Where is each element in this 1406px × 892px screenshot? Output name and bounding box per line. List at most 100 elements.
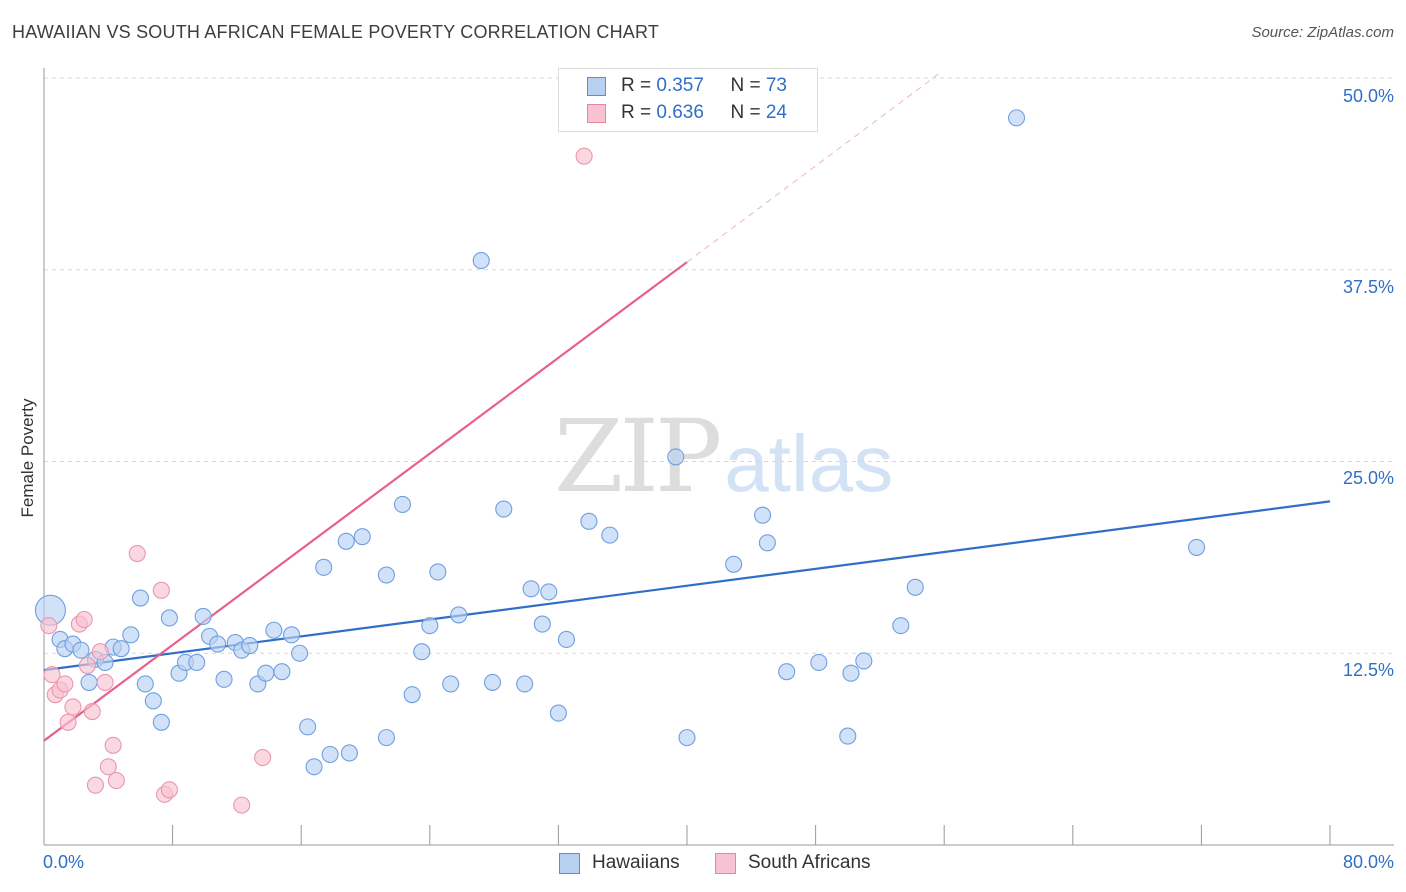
hawaiians-point <box>842 664 860 682</box>
r-label: R = <box>621 102 657 123</box>
hawaiians-point <box>291 644 309 662</box>
hawaiians-swatch <box>587 77 606 96</box>
n-value: 73 <box>765 75 787 96</box>
hawaiians-point <box>353 528 371 546</box>
south-africans-point <box>107 772 125 790</box>
hawaiians-point <box>112 640 130 658</box>
hawaiians-point <box>72 641 90 659</box>
hawaiians-point <box>321 745 339 764</box>
hawaiians-point <box>257 664 275 682</box>
chart-title: HAWAIIAN VS SOUTH AFRICAN FEMALE POVERTY… <box>12 22 660 42</box>
hawaiians-point <box>152 713 170 731</box>
legend-label: Hawaiians <box>592 852 680 873</box>
watermark-zip: ZIP <box>554 398 722 515</box>
hawaiians-point <box>215 670 233 688</box>
hawaiians-point <box>299 718 317 736</box>
south-africans-point <box>43 666 61 684</box>
hawaiians-point <box>892 617 910 635</box>
south-africans-point <box>152 581 170 599</box>
hawaiians-point <box>601 526 619 544</box>
r-value: 0.636 <box>656 102 704 123</box>
y-tick-label: 37.5% <box>1342 277 1394 297</box>
hawaiians-point <box>549 704 567 722</box>
trend-lines <box>43 72 1331 742</box>
hawaiians-point <box>265 621 283 639</box>
gridlines <box>44 77 1394 654</box>
hawaiians-point <box>1188 538 1206 556</box>
hawaiians-point <box>810 653 828 672</box>
hawaiians-point <box>906 578 924 596</box>
hawaiians-point <box>194 607 212 625</box>
correlation-legend: R = 0.357 N = 73 R = 0.636 N = 24 <box>558 68 818 132</box>
hawaiians-point <box>442 675 460 693</box>
hawaiians-point <box>540 583 558 601</box>
x-tick-label-min: 0.0% <box>43 852 85 872</box>
south-africans-point <box>104 736 122 754</box>
hawaiians-legend-swatch <box>559 853 580 874</box>
south-africans-trend-line <box>43 261 688 742</box>
source-credit: Source: ZipAtlas.com <box>1251 24 1394 41</box>
south-africans-legend-swatch <box>715 853 736 874</box>
hawaiians-point <box>778 663 796 681</box>
hawaiians-point <box>495 500 513 518</box>
hawaiians-trend-line <box>43 500 1331 672</box>
hawaiians-point <box>483 673 502 691</box>
south-africans-point <box>91 643 109 661</box>
y-tick-label: 25.0% <box>1342 468 1394 488</box>
n-value: 24 <box>765 102 787 123</box>
south-africans-point <box>86 776 104 794</box>
hawaiians-point <box>839 727 857 745</box>
hawaiians-point <box>533 615 551 633</box>
legend-label: South Africans <box>748 852 871 873</box>
hawaiians-point <box>421 617 439 635</box>
y-tick-label: 12.5% <box>1342 660 1394 680</box>
data-points <box>34 109 1206 814</box>
hawaiians-point <box>305 758 323 776</box>
hawaiians-point <box>283 626 301 644</box>
axes <box>43 68 1394 846</box>
south-africans-point <box>78 656 96 675</box>
south-africans-point <box>75 610 93 629</box>
hawaiians-point <box>725 555 743 573</box>
hawaiians-point <box>122 626 140 644</box>
south-africans-point <box>99 758 117 776</box>
hawaiians-point <box>522 580 540 598</box>
hawaiians-point <box>241 637 259 655</box>
n-label: N = <box>730 75 766 96</box>
south-africans-point <box>233 796 251 814</box>
hawaiians-point <box>516 675 534 693</box>
watermark: ZIPatlas <box>554 398 893 515</box>
south-africans-point <box>575 147 593 165</box>
south-africans-point <box>128 544 146 563</box>
hawaiians-point <box>337 532 355 550</box>
south-africans-point <box>56 675 74 693</box>
hawaiians-point <box>80 673 98 691</box>
hawaiians-point <box>667 448 685 466</box>
south-africans-point <box>64 698 82 716</box>
south-africans-swatch <box>587 104 606 123</box>
hawaiians-point <box>413 643 431 661</box>
hawaiians-point <box>403 686 421 704</box>
hawaiians-point <box>209 635 227 653</box>
hawaiians-point <box>1007 109 1026 127</box>
watermark-atlas: atlas <box>724 419 894 508</box>
hawaiians-point <box>144 692 162 710</box>
hawaiians-point <box>758 534 776 552</box>
hawaiians-point <box>855 652 873 670</box>
r-label: R = <box>621 75 657 96</box>
south-africans-trend-extension <box>686 72 940 263</box>
hawaiians-point <box>136 675 154 693</box>
hawaiians-point <box>188 653 206 672</box>
south-africans-point <box>254 749 272 767</box>
hawaiians-point <box>678 729 696 747</box>
hawaiians-point <box>340 744 358 762</box>
south-africans-point <box>96 673 114 691</box>
hawaiians-point <box>273 663 291 681</box>
hawaiians-point <box>377 729 395 747</box>
hawaiians-point <box>429 563 447 581</box>
hawaiians-point <box>580 512 598 530</box>
hawaiians-point <box>393 495 412 514</box>
hawaiians-point <box>160 609 178 627</box>
hawaiians-point <box>557 630 575 648</box>
